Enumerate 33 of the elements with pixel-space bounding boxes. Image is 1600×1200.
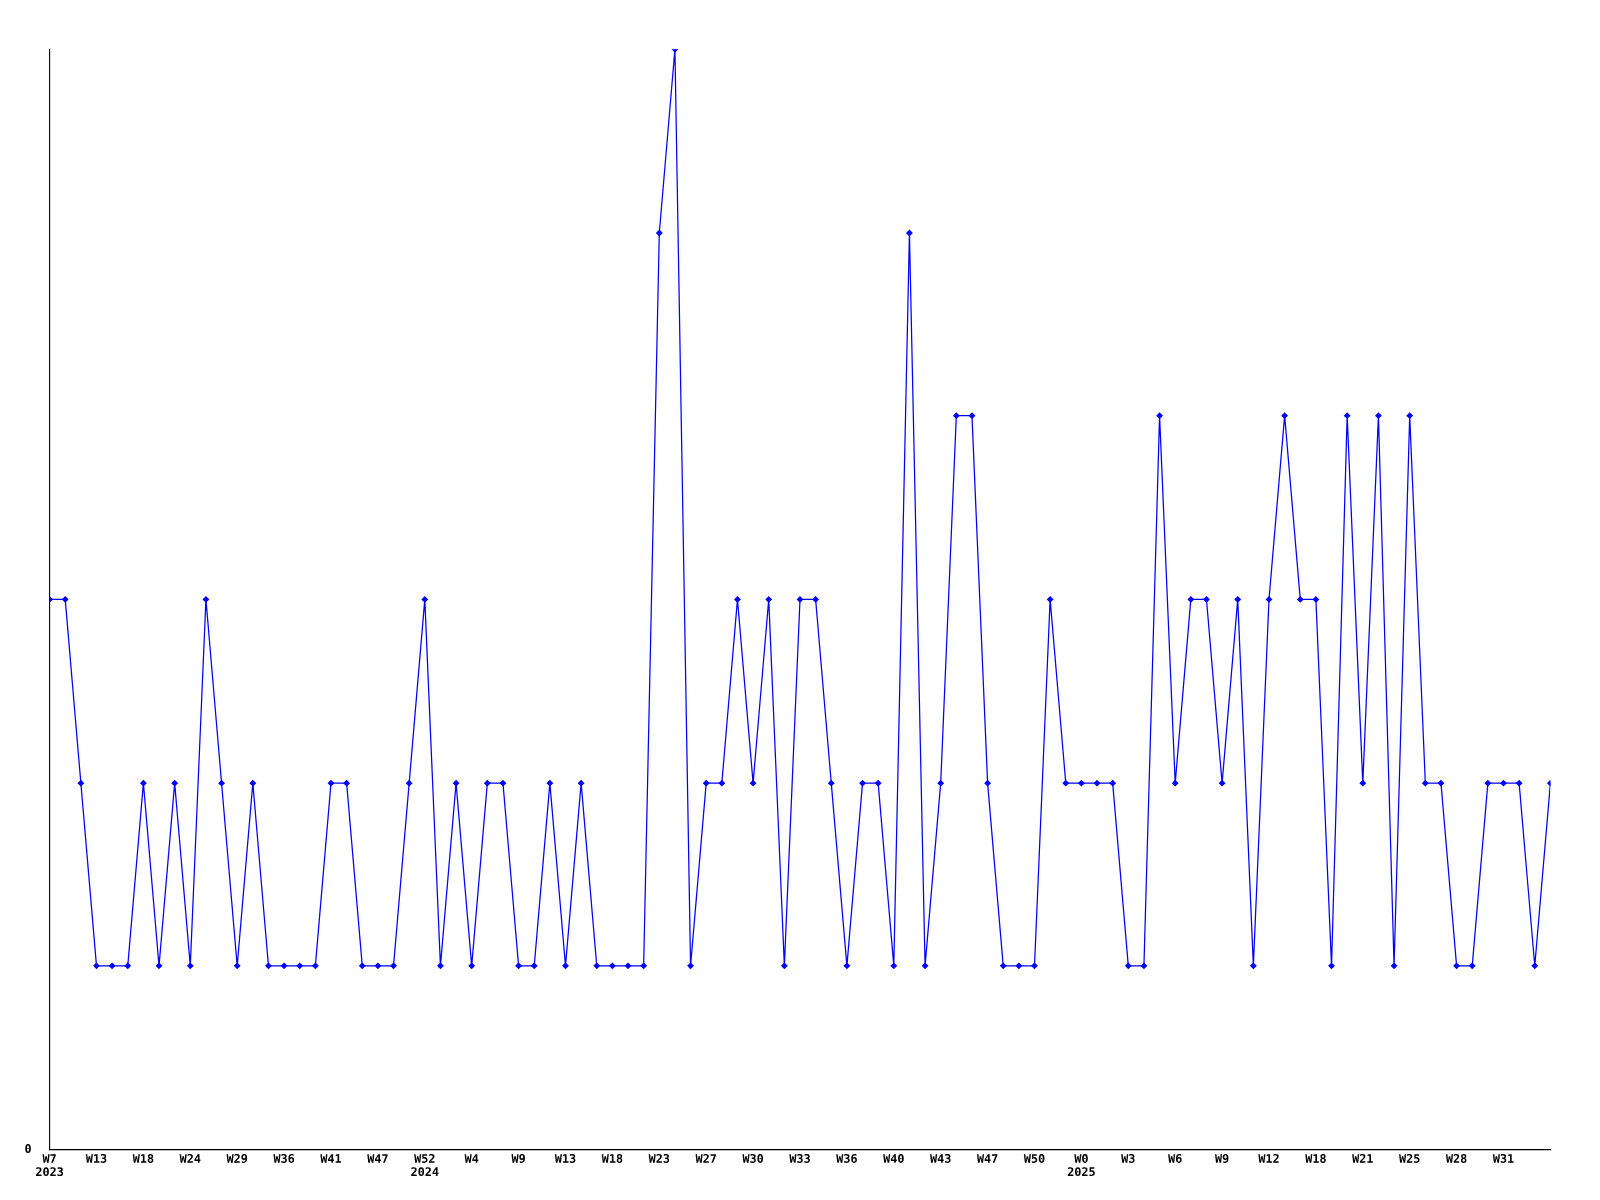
- x-tick-label: W9: [1214, 1154, 1229, 1163]
- x-tick-label: W31: [1492, 1153, 1514, 1163]
- x-tick-label: W28: [1445, 1153, 1467, 1163]
- x-tick-label: W30: [742, 1153, 764, 1163]
- x-tick-label: W47: [976, 1154, 998, 1163]
- x-tick-label: W50: [1023, 1153, 1045, 1163]
- x-tick-label: W43: [930, 1153, 951, 1163]
- x-tick-label: W25: [1399, 1153, 1420, 1163]
- x-tick-label: W12: [1258, 1153, 1279, 1163]
- x-tick-label: W0 2025: [1067, 1153, 1095, 1177]
- x-tick-label: W6: [1168, 1153, 1182, 1163]
- x-tick-label: W18: [132, 1153, 154, 1163]
- x-tick-label: W9: [511, 1154, 525, 1163]
- x-tick-label: W36: [836, 1153, 857, 1163]
- x-tick-label: W21: [1352, 1153, 1373, 1163]
- x-tick-label: W18: [1305, 1153, 1326, 1163]
- x-tick-label: W4: [464, 1154, 479, 1163]
- x-tick-label: W52 2024: [411, 1153, 439, 1177]
- x-tick-label: W18: [601, 1153, 623, 1163]
- x-tick-label: W23: [648, 1153, 670, 1163]
- x-tick-label: W47: [367, 1154, 388, 1163]
- x-tick-label: W41: [320, 1154, 342, 1163]
- x-tick-label: W3: [1121, 1153, 1135, 1163]
- x-tick-label: W40: [883, 1153, 904, 1163]
- x-tick-label: W7 2023: [36, 1154, 64, 1177]
- x-tick-label: W13: [85, 1153, 107, 1163]
- x-tick-label: W33: [789, 1153, 810, 1163]
- text: 0: [25, 1144, 31, 1154]
- x-tick-label: W13: [554, 1153, 576, 1163]
- x-tick-label: W27: [695, 1153, 716, 1163]
- x-tick-label: W36: [273, 1153, 295, 1163]
- x-tick-label: W29: [226, 1153, 248, 1163]
- x-tick-label: W24: [179, 1153, 201, 1163]
